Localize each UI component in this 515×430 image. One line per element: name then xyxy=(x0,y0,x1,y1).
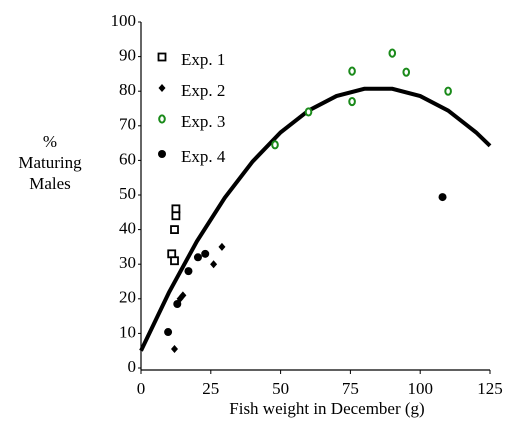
y-tick-label: 30 xyxy=(119,253,136,272)
legend-marker xyxy=(158,84,166,92)
point xyxy=(304,107,313,117)
x-tick-label: 75 xyxy=(342,379,359,398)
point xyxy=(218,242,226,251)
legend-label: Exp. 4 xyxy=(181,147,226,166)
point xyxy=(179,291,187,300)
y-tick-label: 40 xyxy=(119,219,136,238)
point xyxy=(184,267,193,276)
legend-label: Exp. 3 xyxy=(181,112,225,131)
x-axis-label: Fish weight in December (g) xyxy=(229,399,424,418)
point xyxy=(170,225,179,235)
point xyxy=(388,48,397,58)
y-axis-label: Males xyxy=(29,174,71,193)
legend-marker xyxy=(158,150,166,158)
point xyxy=(348,96,356,107)
point xyxy=(193,253,202,262)
point xyxy=(201,249,210,258)
point xyxy=(171,204,181,214)
point xyxy=(210,260,218,269)
point xyxy=(402,67,411,77)
y-tick-label: 80 xyxy=(119,80,136,99)
y-tick-label: 60 xyxy=(119,149,136,168)
y-tick-label: 0 xyxy=(128,357,137,376)
point xyxy=(271,140,279,150)
point xyxy=(171,344,179,353)
point xyxy=(170,256,179,266)
x-tick-label: 50 xyxy=(272,379,289,398)
point xyxy=(348,66,356,76)
y-tick-label: 100 xyxy=(111,11,137,30)
y-tick-label: 70 xyxy=(119,115,136,134)
y-tick-label: 50 xyxy=(119,184,136,203)
y-tick-label: 20 xyxy=(119,288,136,307)
legend-label: Exp. 1 xyxy=(181,50,225,69)
fit-curve xyxy=(139,86,492,352)
point xyxy=(167,249,177,259)
y-tick-label: 90 xyxy=(119,46,136,65)
point xyxy=(438,193,447,202)
legend-marker xyxy=(158,114,166,124)
y-axis-label: % xyxy=(43,132,57,151)
point xyxy=(164,328,173,337)
legend-label: Exp. 2 xyxy=(181,81,225,100)
point xyxy=(173,299,182,308)
point xyxy=(444,86,452,96)
y-tick-label: 10 xyxy=(119,322,136,341)
x-tick-label: 25 xyxy=(202,379,219,398)
x-tick-label: 100 xyxy=(407,379,433,398)
y-axis-label: Maturing xyxy=(18,153,82,172)
x-tick-label: 125 xyxy=(477,379,503,398)
point xyxy=(171,211,181,221)
x-tick-label: 0 xyxy=(137,379,146,398)
legend-marker xyxy=(157,52,167,62)
